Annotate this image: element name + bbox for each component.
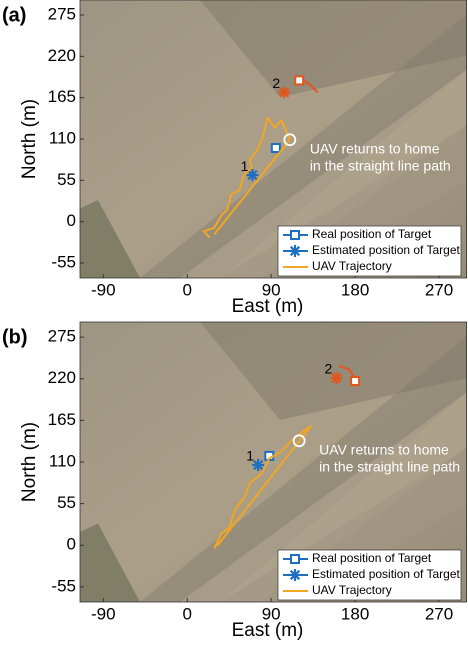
marker-square <box>350 376 361 387</box>
y-tick-label: 0 <box>67 211 76 230</box>
marker-stroke <box>279 87 290 98</box>
aerial-photo <box>80 322 467 602</box>
x-tick-label: -90 <box>91 280 116 299</box>
legend-label: UAV Trajectory <box>312 259 392 273</box>
y-tick-label: 275 <box>48 327 76 346</box>
legend-label: Estimated position of Target <box>312 567 461 581</box>
marker-square <box>294 75 305 86</box>
target-id-label: 2 <box>325 361 333 377</box>
target-id-label: 2 <box>272 75 280 91</box>
annotation: UAV returns to home <box>319 442 449 458</box>
estimated-position-marker <box>289 245 301 257</box>
legend-box <box>277 549 462 601</box>
x-tick-label: 0 <box>183 280 192 299</box>
legend: Real position of Target Estimated positio… <box>277 549 462 601</box>
x-axis-label: East (m) <box>232 620 304 641</box>
x-tick-label: 0 <box>183 604 192 623</box>
field <box>200 0 467 98</box>
marker-square <box>290 554 300 564</box>
real-position-marker <box>270 143 281 154</box>
x-tick-label: 270 <box>425 280 453 299</box>
annotation: in the straight line path <box>310 157 451 173</box>
real-position-marker <box>294 75 305 86</box>
y-tick-label: 165 <box>48 87 76 106</box>
y-tick-label: 0 <box>67 535 76 554</box>
real-position-marker <box>290 554 300 564</box>
y-tick-label: 55 <box>57 493 76 512</box>
field <box>200 322 467 420</box>
trees <box>80 523 140 602</box>
y-tick-label: 220 <box>48 368 76 387</box>
y-tick-label: 165 <box>48 410 76 429</box>
trees <box>80 200 140 278</box>
marker-square <box>290 230 300 240</box>
y-tick-label: 220 <box>48 46 76 65</box>
field <box>140 13 467 278</box>
y-tick-label: -55 <box>51 252 76 271</box>
field <box>180 392 467 602</box>
estimated-position-marker <box>289 569 301 581</box>
marker-stroke <box>289 569 301 581</box>
x-tick-label: 90 <box>262 604 281 623</box>
marker-stroke <box>289 245 301 257</box>
estimated-position-marker <box>252 459 265 472</box>
return-point <box>283 133 297 147</box>
legend-label: UAV Trajectory <box>312 583 392 597</box>
field <box>140 336 467 602</box>
x-tick-label: -90 <box>91 604 116 623</box>
marker-square <box>270 143 281 154</box>
marker-stroke <box>247 169 258 181</box>
legend-label: Real position of Target <box>312 227 432 241</box>
return-point <box>292 434 306 448</box>
uav-trajectory <box>202 115 291 239</box>
x-tick-label: 180 <box>341 280 369 299</box>
x-tick-label: 270 <box>425 604 453 623</box>
y-axis-label: North (m) <box>19 99 40 179</box>
x-tick-label: 90 <box>262 280 281 299</box>
y-tick-label: 110 <box>49 451 76 470</box>
real-position-marker <box>290 230 300 240</box>
y-tick-label: 110 <box>49 128 76 147</box>
y-axis-label: North (m) <box>19 422 40 502</box>
estimated-position-marker <box>330 372 343 384</box>
legend-label: Estimated position of Target <box>312 243 461 257</box>
legend-box <box>277 225 462 277</box>
marker-stroke <box>253 459 264 471</box>
marker-stroke <box>331 372 342 384</box>
field <box>180 69 467 278</box>
plot-marks <box>202 75 319 239</box>
estimated-position-marker <box>246 169 259 182</box>
estimated-position-marker <box>278 86 291 99</box>
x-axis-label: East (m) <box>232 296 304 317</box>
panel: (a) -55 0 55 110 165 220 275 -90 0 90 180 270 East (m… <box>2 0 467 317</box>
annotation: UAV returns to home <box>310 140 440 156</box>
real-position-marker <box>350 376 361 387</box>
x-tick-label: 180 <box>341 604 369 623</box>
target-id-label: 1 <box>246 448 254 464</box>
y-tick-label: 275 <box>48 5 76 24</box>
panel-label: (b) <box>2 326 28 348</box>
y-tick-label: -55 <box>51 576 76 595</box>
y-tick-label: 55 <box>57 170 76 189</box>
target-id-label: 1 <box>241 158 249 174</box>
panel-label: (a) <box>2 4 26 26</box>
panel: (b) -55 0 55 110 165 220 275 -90 0 90 180 270 East (m… <box>2 321 467 641</box>
legend: Real position of Target Estimated positio… <box>277 225 462 277</box>
annotation: in the straight line path <box>319 459 460 475</box>
legend-label: Real position of Target <box>312 551 432 565</box>
